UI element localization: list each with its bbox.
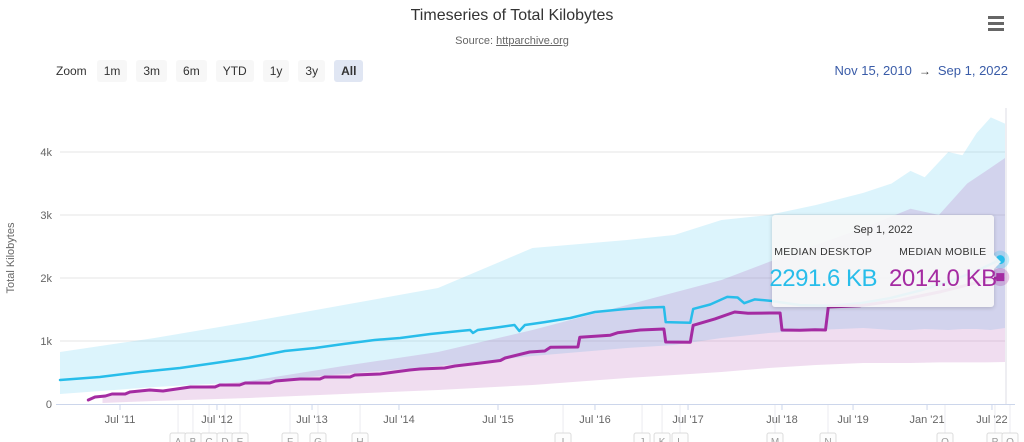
tooltip-mobile-value: 2014.0 KB [889, 265, 997, 292]
flag-label: I [562, 437, 565, 442]
flag-label: E [237, 437, 244, 442]
page-title: Timeseries of Total Kilobytes [410, 7, 614, 24]
export-menu-button[interactable] [982, 10, 1010, 36]
series-end-marker-mobile[interactable] [996, 273, 1005, 282]
flag-label: A [175, 437, 182, 442]
flag-annotation[interactable] [766, 432, 784, 442]
flag-annotation[interactable] [936, 432, 954, 442]
x-axis-tick-label: Jul '11 [105, 414, 136, 426]
flag-label: P [992, 437, 999, 442]
x-axis-tick-label: Jul '22 [976, 414, 1007, 426]
flag-annotation[interactable] [819, 432, 837, 442]
x-axis-tick-label: Jul '19 [837, 414, 868, 426]
flag-label: C [205, 437, 212, 442]
flag-label: M [771, 437, 779, 442]
tooltip-mobile-label: MEDIAN MOBILE [899, 246, 987, 258]
range-button-1m[interactable]: 1m [96, 60, 128, 82]
x-axis-tick-label: Jul '13 [296, 414, 327, 426]
flag-label: H [356, 437, 363, 442]
flag-label: G [314, 437, 322, 442]
flag-annotation[interactable] [309, 432, 327, 442]
tooltip-mobile-column: MEDIAN MOBILE 2014.0 KB [889, 246, 997, 293]
range-dates: Nov 15, 2010 → Sep 1, 2022 [835, 63, 1008, 78]
flag-annotation[interactable] [671, 432, 689, 442]
tooltip-desktop-column: MEDIAN DESKTOP 2291.6 KB [769, 246, 877, 293]
flag-label: J [640, 437, 645, 442]
range-button-ytd[interactable]: YTD [215, 60, 254, 82]
desktop-band-area [60, 117, 1005, 395]
flag-label: F [287, 437, 293, 442]
flag-annotation[interactable] [554, 432, 572, 442]
range-selector: Zoom 1m 3m 6m YTD 1y 3y All [56, 60, 364, 82]
x-axis-tick-label: Jan '21 [909, 414, 944, 426]
flag-annotation[interactable] [351, 432, 369, 442]
x-axis-tick-label: Jul '16 [579, 414, 610, 426]
flag-label: O [941, 437, 949, 442]
flag-label: L [677, 437, 683, 442]
hamburger-menu-icon [988, 21, 1004, 25]
chart-subtitle: Source: httparchive.org [0, 35, 1024, 47]
flag-label: N [824, 437, 831, 442]
range-to-input[interactable]: Sep 1, 2022 [937, 63, 1008, 78]
y-axis-tick-label: 2k [40, 273, 52, 285]
tooltip-date: Sep 1, 2022 [853, 224, 913, 236]
range-button-all[interactable]: All [334, 60, 364, 82]
x-axis-tick-label: Jul '15 [482, 414, 513, 426]
y-axis-tick-label: 0 [46, 399, 52, 411]
x-axis-tick-label: Jul '18 [766, 414, 797, 426]
y-axis-tick-label: 3k [40, 210, 52, 222]
range-button-3y[interactable]: 3y [298, 60, 326, 82]
hamburger-menu-icon [988, 15, 1004, 19]
flag-label: K [659, 437, 666, 442]
x-axis-tick-label: Jul '12 [201, 414, 232, 426]
flag-annotation[interactable] [281, 432, 299, 442]
range-from-input[interactable]: Nov 15, 2010 [834, 63, 912, 78]
flag-label: D [221, 437, 228, 442]
flag-annotation[interactable] [1001, 432, 1019, 442]
source-link[interactable]: httparchive.org [496, 35, 569, 47]
y-axis-tick-label: 4k [40, 147, 52, 159]
hamburger-menu-icon [988, 27, 1004, 31]
x-axis-tick-label: Jul '17 [672, 414, 703, 426]
flag-label: Q [1006, 437, 1014, 442]
range-arrow-icon: → [918, 63, 931, 78]
x-axis-tick-label: Jul '14 [383, 414, 414, 426]
tooltip-desktop-label: MEDIAN DESKTOP [774, 246, 873, 258]
flag-annotation[interactable] [653, 432, 671, 442]
y-axis-title: Total Kilobytes [5, 222, 17, 293]
range-button-6m[interactable]: 6m [176, 60, 207, 82]
flag-label: B [190, 437, 197, 442]
range-button-3m[interactable]: 3m [136, 60, 168, 82]
range-button-1y[interactable]: 1y [262, 60, 290, 82]
zoom-label: Zoom [56, 64, 87, 78]
mobile-band-area [102, 158, 1005, 403]
y-axis-tick-label: 1k [40, 336, 52, 348]
tooltip-desktop-value: 2291.6 KB [769, 265, 877, 292]
tooltip-callout-arrow [994, 255, 1001, 269]
tooltip-columns: MEDIAN DESKTOP 2291.6 KB MEDIAN MOBILE 2… [769, 246, 997, 293]
chart-tooltip: Sep 1, 2022 MEDIAN DESKTOP 2291.6 KB MED… [769, 215, 1001, 307]
flag-annotation[interactable] [633, 432, 651, 442]
flag-annotation[interactable] [231, 432, 249, 442]
subtitle-prefix: Source: [455, 35, 497, 47]
mobile-series-line[interactable] [86, 275, 1002, 402]
